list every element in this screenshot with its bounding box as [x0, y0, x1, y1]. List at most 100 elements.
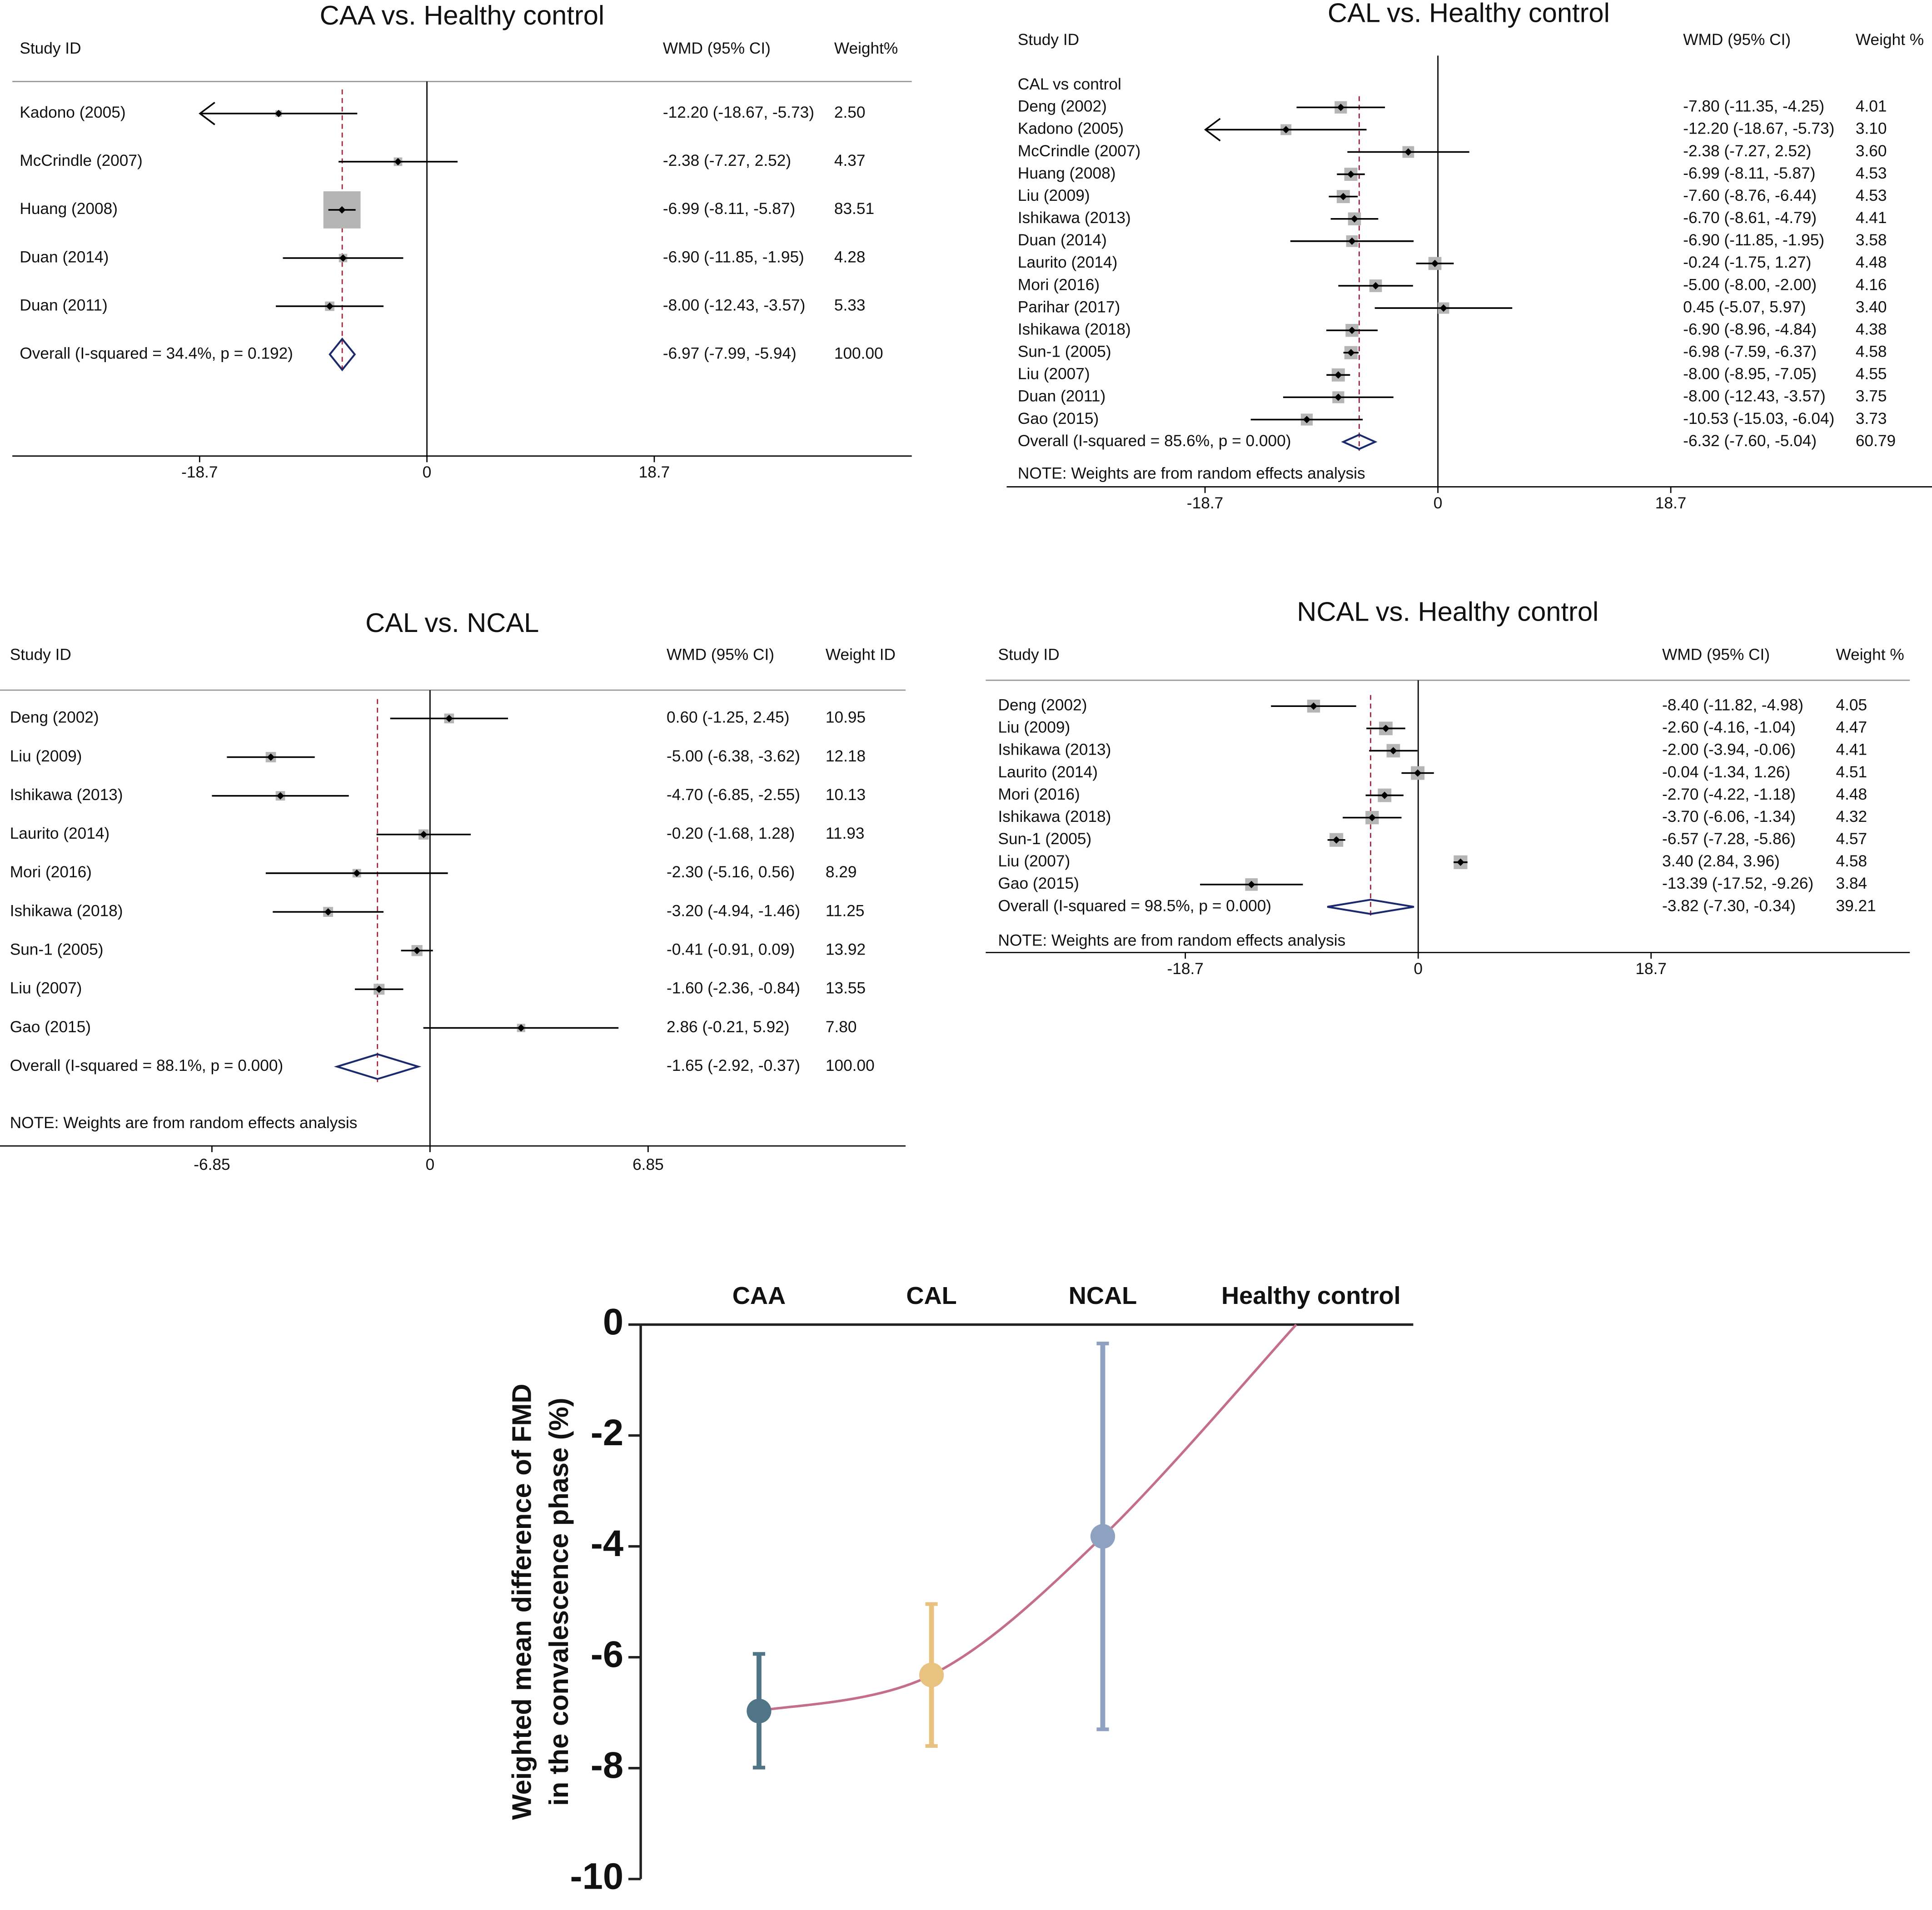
weight-label: 4.55: [1856, 365, 1887, 383]
study-name: Ishikawa (2018): [998, 808, 1111, 826]
weight-label: 3.73: [1856, 410, 1887, 428]
study-name: McCrindle (2007): [20, 152, 142, 169]
study-name: Mori (2016): [998, 786, 1080, 803]
note: NOTE: Weights are from random effects an…: [998, 931, 1346, 949]
weight-label: 4.53: [1856, 164, 1887, 182]
column-header: WMD (95% CI): [1683, 31, 1791, 49]
category-label: CAA: [732, 1282, 786, 1309]
study-name: Ishikawa (2013): [1018, 209, 1131, 227]
point: [1347, 170, 1355, 178]
study-name: Sun-1 (2005): [10, 941, 104, 959]
ci-label: -6.99 (-8.11, -5.87): [1683, 164, 1815, 182]
x-tick-label: -18.7: [1187, 494, 1223, 512]
point: [919, 1662, 944, 1687]
point: [1389, 747, 1397, 755]
weight-label: 3.40: [1856, 298, 1887, 316]
column-header: Weight%: [834, 40, 898, 57]
overall-diamond: [1341, 433, 1378, 450]
point: [1439, 304, 1448, 312]
ci-label: -0.20 (-1.68, 1.28): [667, 825, 795, 842]
ci-arrow: [1204, 118, 1221, 142]
point: [394, 158, 402, 166]
point: [1348, 327, 1356, 334]
ci-label: -3.70 (-6.06, -1.34): [1662, 808, 1796, 826]
y-tick-label: 0: [603, 1301, 623, 1343]
study-name: Liu (2007): [998, 852, 1071, 870]
ci-label: -0.41 (-0.91, 0.09): [667, 941, 795, 959]
ci-label: 0.45 (-5.07, 5.97): [1683, 298, 1806, 316]
ci-label: -2.30 (-5.16, 0.56): [667, 863, 795, 881]
ci-label: 0.60 (-1.25, 2.45): [667, 709, 789, 726]
ci-label: -2.00 (-3.94, -0.06): [1662, 741, 1796, 759]
ci-label: -2.38 (-7.27, 2.52): [663, 152, 791, 169]
weight-label: 12.18: [826, 747, 866, 765]
study-name: Gao (2015): [998, 875, 1079, 892]
ci-label: -3.20 (-4.94, -1.46): [667, 902, 800, 920]
point: [1404, 148, 1412, 156]
ci-label: -6.98 (-7.59, -6.37): [1683, 343, 1817, 361]
y-tick-label: -4: [591, 1523, 623, 1564]
weight-label: 8.29: [826, 863, 857, 881]
weight-label: 4.48: [1836, 786, 1867, 803]
category-label: NCAL: [1069, 1282, 1137, 1309]
weight-label: 4.37: [834, 152, 866, 169]
subgroup-label: CAL vs control: [1018, 75, 1121, 93]
weight-label: 4.32: [1836, 808, 1867, 826]
ci-arrow: [199, 102, 215, 125]
weight-label: 4.51: [1836, 763, 1867, 781]
overall-diamond: [1327, 899, 1414, 915]
weight-label: 11.93: [826, 825, 865, 842]
point: [1347, 349, 1355, 357]
study-name: Deng (2002): [1018, 98, 1107, 115]
study-name: Mori (2016): [1018, 276, 1100, 293]
ci-label: -5.00 (-6.38, -3.62): [667, 747, 800, 765]
point: [1350, 215, 1359, 223]
study-name: Gao (2015): [1018, 410, 1099, 428]
study-name: Liu (2009): [1018, 187, 1090, 204]
point: [1414, 769, 1422, 777]
study-name: Ishikawa (2018): [10, 902, 123, 920]
x-tick-label: 18.7: [1655, 494, 1687, 512]
study-name: Kadono (2005): [20, 104, 125, 121]
point: [267, 753, 275, 761]
point: [1334, 371, 1342, 379]
study-name: Kadono (2005): [1018, 120, 1124, 138]
weight-label: 100.00: [834, 344, 883, 362]
study-name: Ishikawa (2013): [998, 741, 1111, 759]
study-name: Duan (2014): [20, 248, 109, 266]
overall-label: Overall (I-squared = 34.4%, p = 0.192): [20, 344, 293, 362]
ci-label: -0.04 (-1.34, 1.26): [1662, 763, 1790, 781]
weight-label: 3.75: [1856, 388, 1887, 405]
point: [517, 1024, 525, 1032]
y-axis-label: Weighted mean difference of FMD in the co…: [506, 1384, 573, 1820]
column-header: Weight ID: [826, 646, 896, 663]
panel-title: CAA vs. Healthy control: [320, 0, 604, 30]
column-header: Weight %: [1856, 31, 1924, 49]
ci-label: -7.60 (-8.76, -6.44): [1683, 187, 1817, 204]
study-name: Gao (2015): [10, 1018, 91, 1036]
panel-title: CAL vs. Healthy control: [1328, 0, 1610, 28]
point: [1339, 193, 1347, 200]
overall-diamond: [329, 337, 356, 372]
study-name: Duan (2011): [1018, 388, 1105, 405]
study-name: Laurito (2014): [10, 825, 110, 842]
panel-title: CAL vs. NCAL: [365, 607, 539, 638]
note: NOTE: Weights are from random effects an…: [10, 1114, 358, 1132]
point: [1334, 393, 1342, 401]
x-tick-label: 0: [1434, 494, 1443, 512]
weight-label: 13.92: [826, 941, 866, 959]
x-tick-label: 0: [1414, 960, 1423, 978]
weight-label: 4.01: [1856, 98, 1887, 115]
weight-label: 4.58: [1856, 343, 1887, 361]
y-tick-label: -8: [591, 1745, 623, 1786]
column-header: WMD (95% CI): [667, 646, 774, 663]
weight-label: 4.05: [1836, 696, 1867, 714]
point: [1381, 791, 1389, 799]
weight-label: 13.55: [826, 980, 866, 997]
point: [1248, 880, 1255, 889]
study-name: Parihar (2017): [1018, 298, 1120, 316]
weight-label: 7.80: [826, 1018, 857, 1036]
panel-title: NCAL vs. Healthy control: [1297, 597, 1598, 627]
point: [324, 908, 332, 916]
